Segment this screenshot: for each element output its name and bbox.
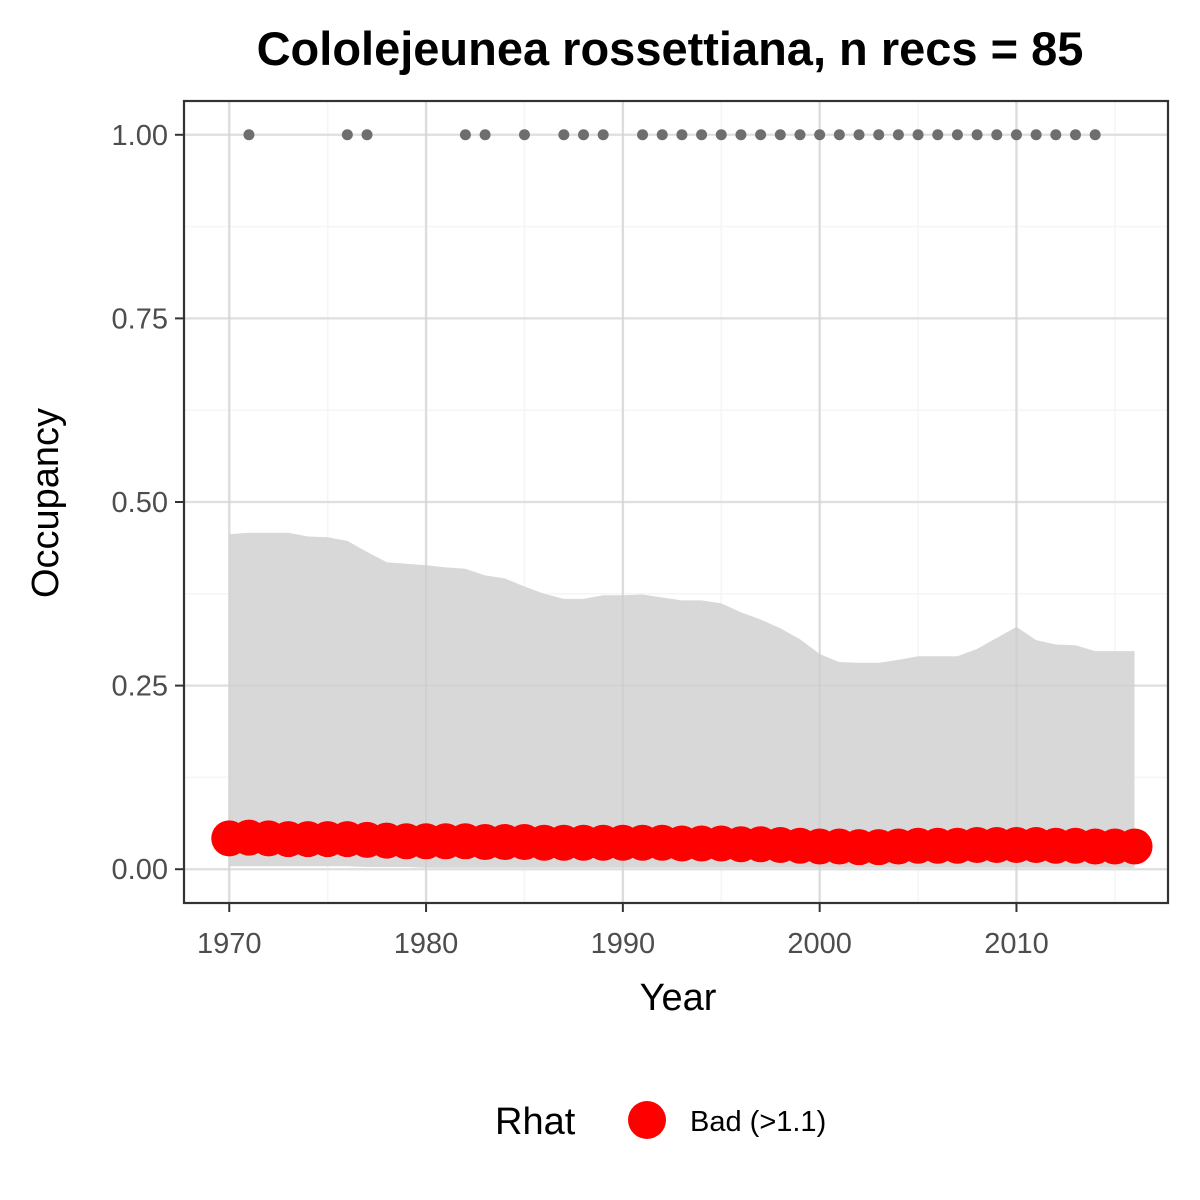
record-point: [656, 129, 668, 141]
y-axis-title: Occupancy: [25, 408, 67, 598]
record-point: [637, 129, 649, 141]
record-point: [459, 129, 471, 141]
record-point: [853, 129, 865, 141]
y-tick-label: 0.50: [112, 487, 168, 519]
record-point: [932, 129, 944, 141]
record-point: [341, 129, 353, 141]
record-point: [873, 129, 885, 141]
plot-panel: [175, 99, 1170, 912]
x-tick-label: 2010: [984, 928, 1049, 960]
record-point: [971, 129, 983, 141]
y-tick-label: 1.00: [112, 120, 168, 152]
legend-title: Rhat: [495, 1101, 576, 1143]
y-tick-label: 0.75: [112, 303, 168, 335]
record-point: [479, 129, 491, 141]
record-point: [991, 129, 1003, 141]
chart-title: Cololejeunea rossettiana, n recs = 85: [257, 22, 1084, 75]
legend: Rhat Bad (>1.1): [495, 1101, 826, 1143]
record-point: [735, 129, 747, 141]
record-point: [361, 129, 373, 141]
x-tick-label: 1970: [197, 928, 262, 960]
occupancy-point: [1116, 828, 1153, 865]
record-point: [243, 129, 255, 141]
record-point: [951, 129, 963, 141]
record-point: [892, 129, 904, 141]
x-tick-label: 1980: [394, 928, 459, 960]
record-point: [696, 129, 708, 141]
record-point: [518, 129, 530, 141]
y-tick-label: 0.25: [112, 671, 168, 703]
record-point: [774, 129, 786, 141]
record-point: [755, 129, 767, 141]
credible-interval-ribbon: [229, 532, 1135, 868]
legend-label-bad: Bad (>1.1): [690, 1106, 826, 1138]
record-point: [814, 129, 826, 141]
x-axis-title: Year: [640, 977, 717, 1019]
record-point: [578, 129, 590, 141]
x-tick-label: 2000: [787, 928, 852, 960]
record-point: [833, 129, 845, 141]
legend-key-bad: [628, 1101, 666, 1139]
record-point: [794, 129, 806, 141]
x-tick-label: 1990: [591, 928, 656, 960]
record-point: [1050, 129, 1062, 141]
record-point: [1070, 129, 1082, 141]
y-tick-label: 0.00: [112, 854, 168, 886]
record-point: [715, 129, 727, 141]
record-point: [676, 129, 688, 141]
record-point: [1030, 129, 1042, 141]
record-point: [1089, 129, 1101, 141]
record-point: [558, 129, 570, 141]
record-point: [597, 129, 609, 141]
record-point: [912, 129, 924, 141]
record-point: [1010, 129, 1022, 141]
